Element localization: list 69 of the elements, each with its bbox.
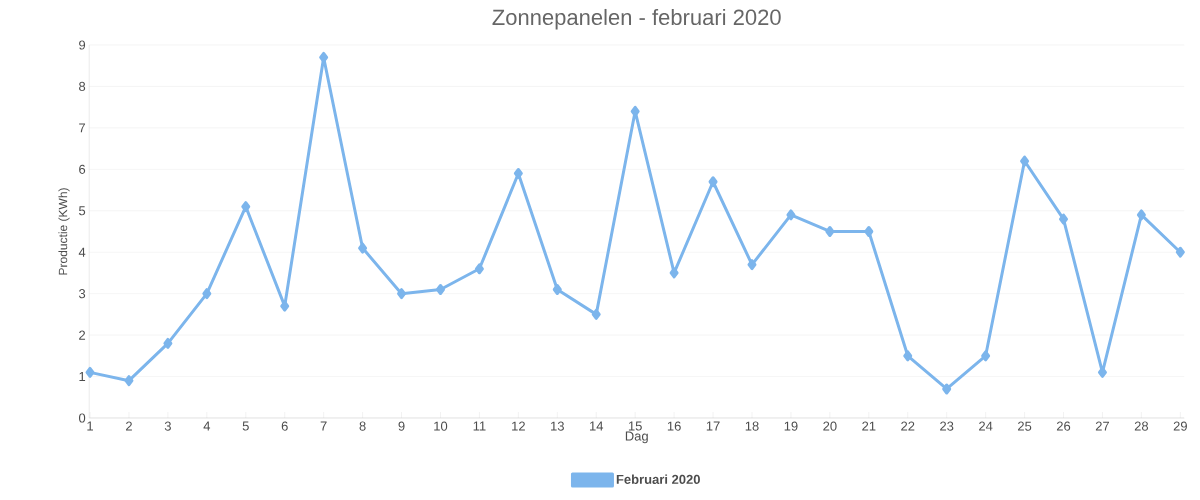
chart-title: Zonnepanelen - februari 2020 — [492, 8, 781, 30]
x-tick-label: 3 — [164, 421, 171, 431]
point — [825, 225, 835, 237]
point — [708, 176, 718, 188]
point — [358, 242, 368, 254]
x-tick-label: 12 — [512, 421, 525, 431]
y-axis-title: Productie (KWh) — [58, 188, 70, 275]
x-tick-label: 20 — [823, 421, 837, 431]
point — [552, 284, 562, 296]
x-tick-label: 10 — [434, 421, 448, 431]
x-tick-label: 28 — [1134, 421, 1149, 431]
y-tick-label: 1 — [79, 372, 86, 382]
point — [202, 288, 212, 300]
point — [163, 337, 173, 349]
y-tick-label: 4 — [78, 247, 86, 257]
point — [85, 366, 95, 378]
point — [591, 308, 601, 320]
y-tick-label: 6 — [79, 164, 86, 174]
y-tick-label: 7 — [79, 123, 86, 133]
x-tick-label: 17 — [706, 421, 720, 431]
point — [1175, 246, 1185, 258]
x-tick-label: 8 — [359, 421, 366, 431]
point — [435, 284, 445, 296]
y-tick-label: 0 — [78, 413, 86, 423]
x-tick-label: 15 — [628, 421, 642, 431]
x-tick-label: 1 — [87, 421, 93, 431]
point — [397, 288, 407, 300]
x-tick-label: 6 — [281, 421, 288, 431]
x-tick-label: 13 — [551, 421, 564, 431]
x-tick-label: 11 — [473, 421, 486, 431]
point — [903, 350, 913, 362]
x-tick-label: 5 — [242, 421, 249, 431]
x-tick-label: 22 — [901, 421, 915, 431]
point — [124, 375, 134, 387]
point — [1059, 213, 1069, 225]
point — [1136, 209, 1146, 221]
point — [669, 267, 679, 279]
x-tick-label: 19 — [784, 421, 798, 431]
x-tick-label: 26 — [1056, 421, 1071, 431]
point — [981, 350, 991, 362]
x-tick-label: 29 — [1173, 421, 1187, 431]
legend-label: Februari 2020 — [616, 474, 700, 484]
y-tick-label: 9 — [79, 40, 86, 50]
x-tick-label: 16 — [667, 421, 681, 431]
y-tick-label: 2 — [79, 330, 86, 340]
x-axis-title: Dag — [625, 431, 648, 444]
point — [474, 263, 484, 275]
point — [513, 167, 523, 179]
point — [319, 51, 329, 63]
x-tick-label: 7 — [320, 421, 327, 431]
point — [1020, 155, 1030, 167]
x-tick-label: 18 — [745, 421, 759, 431]
x-tick-label: 21 — [862, 421, 876, 431]
point — [864, 225, 874, 237]
x-tick-label: 9 — [398, 421, 405, 431]
point — [942, 383, 952, 395]
y-tick-label: 3 — [78, 289, 86, 299]
x-tick-label: 2 — [126, 421, 132, 431]
x-tick-label: 4 — [203, 421, 211, 431]
point — [786, 209, 796, 221]
x-tick-label: 23 — [940, 421, 954, 431]
x-tick-label: 25 — [1018, 421, 1032, 431]
x-tick-label: 24 — [979, 421, 993, 431]
y-tick-label: 8 — [79, 81, 86, 92]
y-tick-label: 5 — [78, 206, 86, 216]
x-tick-label: 27 — [1095, 421, 1110, 431]
point — [241, 201, 251, 213]
x-tick-label: 14 — [589, 421, 604, 431]
point — [747, 259, 757, 271]
